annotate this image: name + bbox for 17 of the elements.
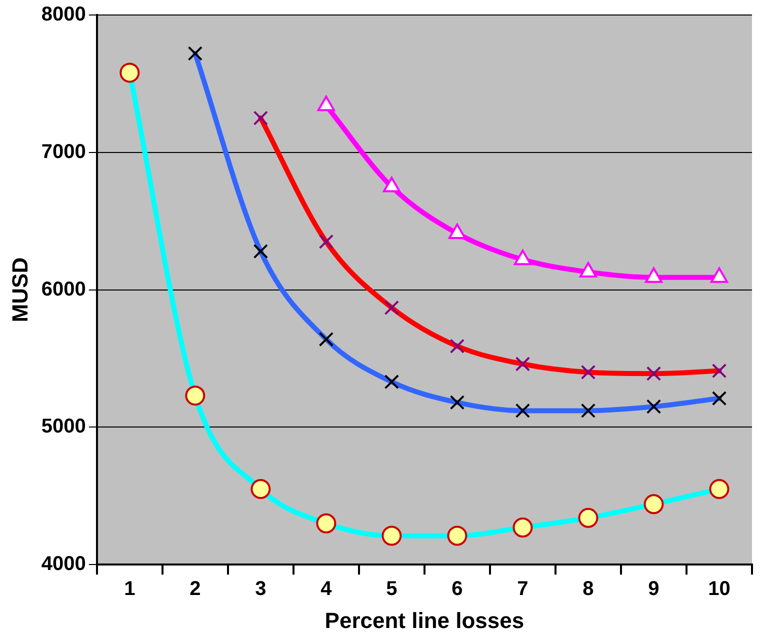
y-tick-label: 4000 <box>41 553 86 576</box>
y-axis-title: MUSD <box>7 257 32 322</box>
y-tick-label: 6000 <box>41 278 86 300</box>
x-tick-label: 7 <box>517 578 528 600</box>
x-axis-title: Percent line losses <box>324 608 524 633</box>
x-tick-label: 6 <box>452 578 463 600</box>
x-tick-label: 2 <box>190 578 201 600</box>
y-tick-label: 5000 <box>41 416 86 438</box>
y-tick-label: 7000 <box>41 140 86 163</box>
x-tick-label: 10 <box>708 578 730 600</box>
x-tick-label: 1 <box>124 578 136 600</box>
x-tick-label: 4 <box>320 578 333 600</box>
y-tick-label: 8000 <box>41 4 86 26</box>
x-tick-label: 5 <box>386 578 398 600</box>
x-tick-label: 8 <box>582 578 594 600</box>
x-tick-label: 9 <box>648 578 660 600</box>
x-tick-label: 3 <box>255 578 266 600</box>
